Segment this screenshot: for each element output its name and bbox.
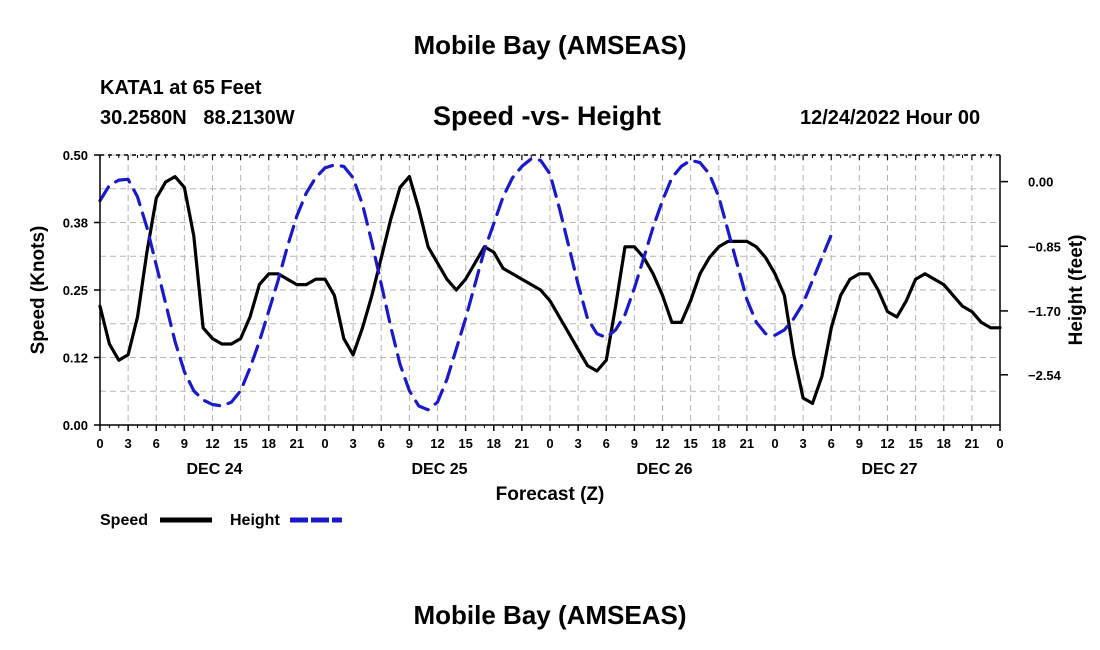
x-tick-label: 3 — [575, 436, 582, 451]
x-tick-label: 0 — [996, 436, 1003, 451]
x-tick-label: 0 — [771, 436, 778, 451]
y2-tick-label: −0.85 — [1028, 239, 1061, 254]
x-tick-label: 15 — [908, 436, 922, 451]
x-tick-label: 12 — [205, 436, 219, 451]
y-tick-label: 0.25 — [63, 283, 88, 298]
x-tick-label: 6 — [828, 436, 835, 451]
x-tick-label: 6 — [153, 436, 160, 451]
forecast-datetime: 12/24/2022 Hour 00 — [800, 107, 981, 129]
height-series-line — [98, 157, 833, 412]
x-tick-label: 21 — [740, 436, 754, 451]
x-tick-label: 6 — [378, 436, 385, 451]
x-tick-label: 6 — [603, 436, 610, 451]
day-label: DEC 25 — [411, 461, 467, 478]
x-tick-label: 12 — [880, 436, 894, 451]
legend-height-label: Height — [230, 512, 280, 529]
x-tick-label: 21 — [965, 436, 979, 451]
x-tick-label: 15 — [683, 436, 697, 451]
x-tick-label: 12 — [430, 436, 444, 451]
x-axis-title: Forecast (Z) — [496, 484, 605, 505]
next-chart-title: Mobile Bay (AMSEAS) — [413, 600, 687, 630]
x-tick-label: 18 — [937, 436, 951, 451]
x-tick-label: 18 — [262, 436, 276, 451]
x-tick-label: 9 — [181, 436, 188, 451]
x-tick-label: 15 — [233, 436, 247, 451]
day-label: DEC 26 — [636, 461, 692, 478]
x-tick-label: 3 — [125, 436, 132, 451]
x-tick-label: 15 — [458, 436, 472, 451]
x-tick-label: 9 — [406, 436, 413, 451]
x-tick-label: 12 — [655, 436, 669, 451]
x-tick-label: 9 — [631, 436, 638, 451]
y-tick-label: 0.38 — [63, 216, 88, 231]
x-tick-label: 0 — [546, 436, 553, 451]
station-name: KATA1 at 65 Feet — [100, 77, 262, 99]
y2-tick-label: 0.00 — [1028, 175, 1053, 190]
x-tick-label: 0 — [321, 436, 328, 451]
x-tick-label: 21 — [290, 436, 304, 451]
y2-tick-label: −1.70 — [1028, 304, 1061, 319]
y-tick-label: 0.12 — [63, 351, 88, 366]
x-tick-label: 21 — [515, 436, 529, 451]
y-tick-label: 0.50 — [63, 148, 88, 163]
x-tick-label: 3 — [800, 436, 807, 451]
chart-subtitle: Speed -vs- Height — [433, 101, 662, 131]
y2-tick-label: −2.54 — [1028, 368, 1062, 383]
x-tick-label: 3 — [350, 436, 357, 451]
x-tick-label: 18 — [712, 436, 726, 451]
speed-series-line — [98, 175, 1002, 405]
y2-axis-title: Height (feet) — [1066, 235, 1087, 346]
y-tick-label: 0.00 — [63, 418, 88, 433]
x-tick-label: 0 — [96, 436, 103, 451]
station-coordinates: 30.2580N 88.2130W — [100, 107, 295, 129]
day-label: DEC 27 — [861, 461, 917, 478]
x-tick-label: 18 — [487, 436, 501, 451]
chart-title: Mobile Bay (AMSEAS) — [413, 30, 687, 60]
y-axis-title: Speed (Knots) — [28, 226, 49, 355]
day-label: DEC 24 — [186, 461, 242, 478]
x-tick-label: 9 — [856, 436, 863, 451]
legend-speed-label: Speed — [100, 512, 148, 529]
